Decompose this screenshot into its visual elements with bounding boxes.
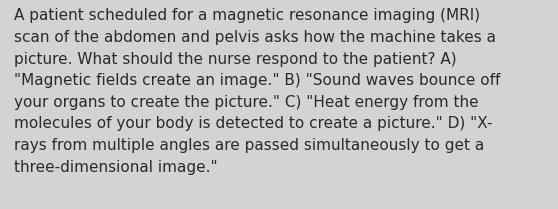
Text: A patient scheduled for a magnetic resonance imaging (MRI)
scan of the abdomen a: A patient scheduled for a magnetic reson… — [14, 8, 501, 175]
